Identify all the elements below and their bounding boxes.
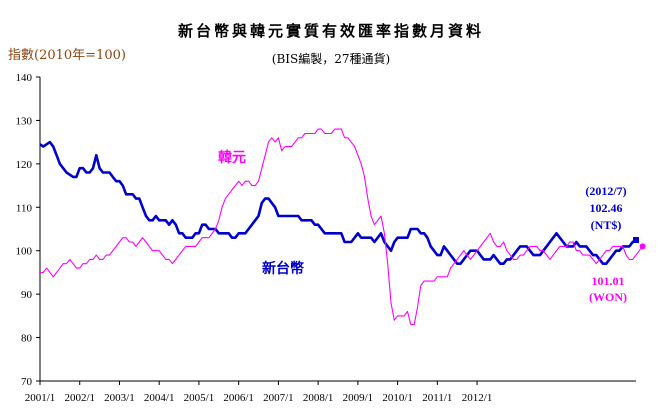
- series-end-marker-krw: [639, 243, 646, 250]
- end-value-label-krw: (WON): [589, 290, 627, 304]
- x-tick-label: 2006/1: [223, 392, 254, 404]
- y-tick-label: 70: [21, 376, 33, 388]
- y-tick-label: 100: [16, 246, 33, 258]
- y-tick-label: 90: [21, 289, 33, 301]
- x-tick-label: 2004/1: [144, 392, 175, 404]
- x-tick-label: 2002/1: [64, 392, 95, 404]
- chart-title: 新台幣與韓元實質有效匯率指數月資料: [177, 22, 484, 40]
- x-tick-label: 2001/1: [25, 392, 56, 404]
- series-label-krw: 韓元: [218, 149, 246, 166]
- end-value-label-krw: 101.01: [592, 274, 625, 288]
- y-axis-unit-label: 指數(2010年=100): [8, 48, 126, 63]
- y-tick-label: 110: [16, 202, 33, 214]
- series-labels: 新台幣 韓元 (2012/7) 102.46 (NT$) 101.01 (WON): [218, 149, 627, 304]
- series-line-ntd: [39, 140, 637, 266]
- series-label-ntd: 新台幣: [262, 260, 304, 277]
- end-value-label-ntd: 102.46: [590, 201, 623, 215]
- end-value-label-ntd: (2012/7): [585, 184, 626, 198]
- x-tick-label: 2005/1: [184, 392, 215, 404]
- y-tick-label: 120: [16, 159, 33, 171]
- axes: [36, 76, 636, 385]
- x-tick-label: 2007/1: [263, 392, 294, 404]
- series-line-krw: [40, 128, 644, 326]
- chart-subtitle: (BIS編製，27種通貨): [271, 52, 391, 66]
- x-tick-label: 2012/1: [462, 392, 493, 404]
- x-tick-label: 2010/1: [382, 392, 413, 404]
- y-tick-label: 140: [16, 72, 33, 84]
- y-tick-label: 130: [16, 115, 33, 127]
- x-tick-label: 2011/1: [422, 392, 452, 404]
- x-tick-label: 2003/1: [104, 392, 135, 404]
- series-layer: [39, 128, 646, 326]
- y-tick-label: 80: [21, 333, 33, 345]
- end-value-label-ntd: (NT$): [591, 218, 622, 232]
- series-end-marker-ntd: [633, 237, 639, 244]
- x-tick-label: 2009/1: [343, 392, 374, 404]
- x-tick-label: 2008/1: [303, 392, 334, 404]
- tick-labels: 70 80 90 100 110 120 130 140 2001/1 2002/1 2003/1 2…: [16, 72, 493, 404]
